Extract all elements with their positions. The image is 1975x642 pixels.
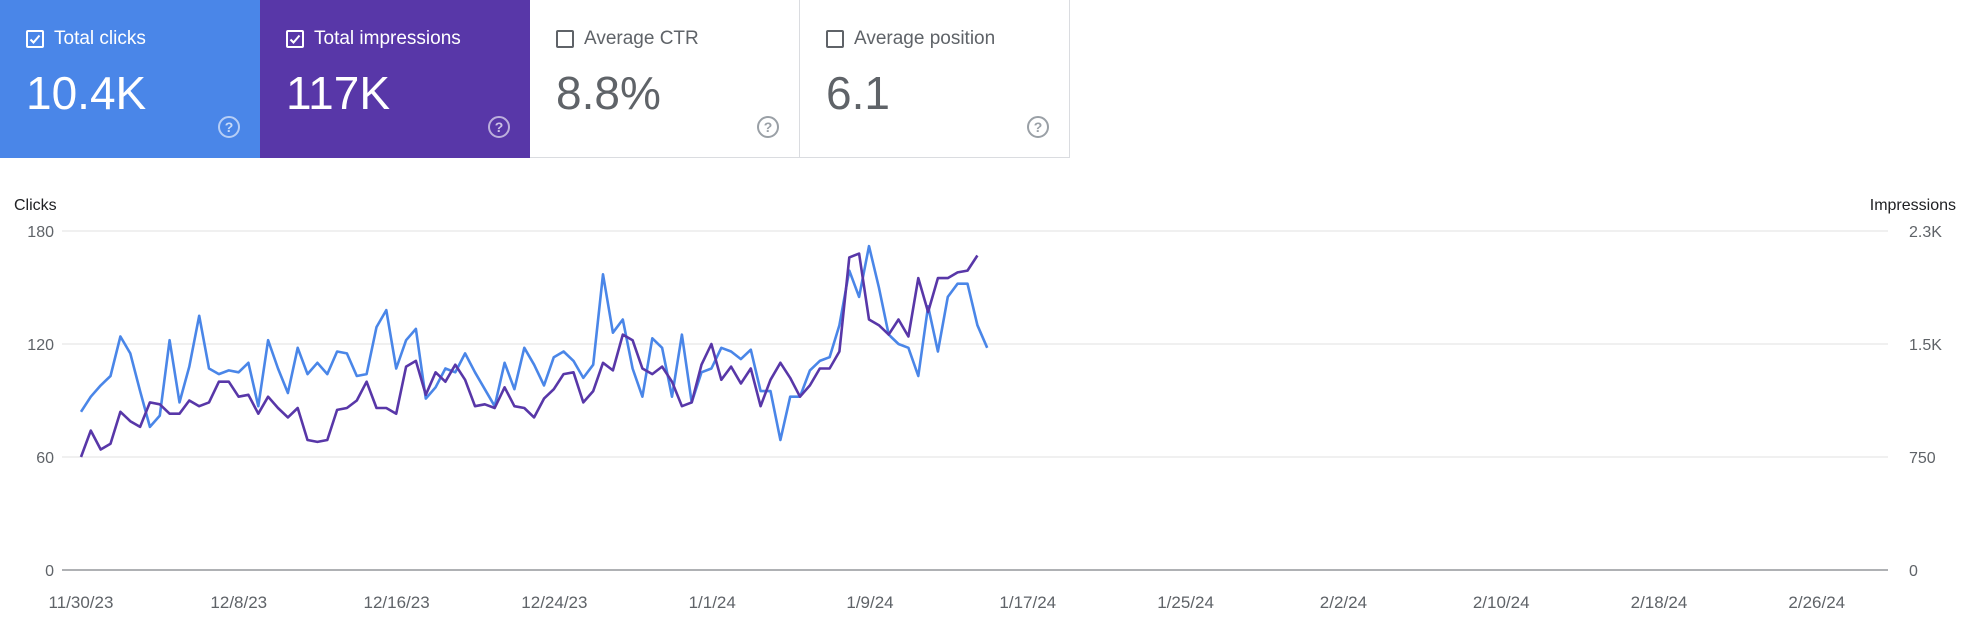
average-position-value: 6.1: [826, 67, 890, 119]
right-tick-label: 1.5K: [1909, 337, 1942, 354]
left-tick-label: 0: [45, 563, 54, 580]
x-tick-label: 2/26/24: [1788, 593, 1845, 612]
right-tick-label: 0: [1909, 563, 1918, 580]
total-impressions-header: Total impressions: [286, 28, 461, 50]
total-clicks-label: Total clicks: [54, 28, 146, 49]
total-impressions-label: Total impressions: [314, 28, 461, 49]
total-impressions-card[interactable]: Total impressions 117K ?: [260, 0, 530, 158]
clicks-line: [79, 244, 989, 442]
left-tick-label: 120: [27, 337, 54, 354]
left-tick-label: 60: [36, 450, 54, 467]
checkbox-checked-icon[interactable]: [26, 30, 44, 48]
x-tick-label: 1/9/24: [846, 593, 893, 612]
x-tick-label: 2/2/24: [1320, 593, 1367, 612]
x-tick-label: 12/16/23: [364, 593, 430, 612]
average-position-label: Average position: [854, 28, 996, 49]
help-icon[interactable]: ?: [488, 116, 510, 138]
x-tick-label: 1/25/24: [1157, 593, 1214, 612]
right-tick-label: 750: [1909, 450, 1936, 467]
checkbox-unchecked-icon[interactable]: [826, 30, 844, 48]
checkbox-unchecked-icon[interactable]: [556, 30, 574, 48]
performance-chart: 0 0 60 750 120 1.5K 180 2.3K Clicks Impressions 11…: [14, 197, 1956, 612]
impressions-line: [79, 252, 979, 458]
average-ctr-value: 8.8%: [556, 67, 661, 119]
x-tick-label: 2/10/24: [1473, 593, 1530, 612]
average-ctr-label: Average CTR: [584, 28, 699, 49]
total-impressions-value: 117K: [286, 67, 391, 119]
average-position-header: Average position: [826, 28, 995, 50]
x-tick-label: 11/30/23: [49, 593, 114, 612]
right-axis-label: Impressions: [1870, 197, 1956, 214]
total-clicks-value: 10.4K: [26, 67, 147, 119]
total-clicks-header: Total clicks: [26, 28, 146, 50]
metric-cards: Total clicks 10.4K ? Total impressions 1…: [0, 0, 1070, 158]
total-clicks-card[interactable]: Total clicks 10.4K ?: [0, 0, 260, 158]
left-axis-label: Clicks: [14, 197, 57, 214]
help-icon[interactable]: ?: [1027, 116, 1049, 138]
average-ctr-header: Average CTR: [556, 28, 699, 50]
help-icon[interactable]: ?: [218, 116, 240, 138]
x-tick-label: 1/1/24: [689, 593, 736, 612]
average-position-card[interactable]: Average position 6.1 ?: [800, 0, 1070, 158]
right-tick-label: 2.3K: [1909, 224, 1942, 241]
checkbox-checked-icon[interactable]: [286, 30, 304, 48]
help-icon[interactable]: ?: [757, 116, 779, 138]
x-tick-label: 1/17/24: [999, 593, 1056, 612]
x-tick-label: 2/18/24: [1631, 593, 1688, 612]
x-tick-label: 12/8/23: [210, 593, 267, 612]
left-tick-label: 180: [27, 224, 54, 241]
x-tick-label: 12/24/23: [521, 593, 587, 612]
average-ctr-card[interactable]: Average CTR 8.8% ?: [530, 0, 800, 158]
